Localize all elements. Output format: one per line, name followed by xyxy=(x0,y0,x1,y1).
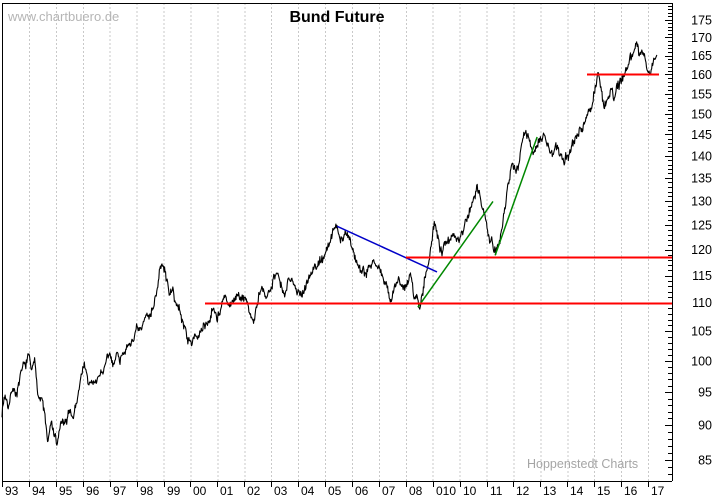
x-axis-label: 13 xyxy=(543,484,557,498)
x-axis-label: 08 xyxy=(409,484,423,498)
x-axis-label: 06 xyxy=(355,484,369,498)
x-axis-label: 93 xyxy=(5,484,19,498)
y-axis-label: 145 xyxy=(691,128,712,142)
x-axis-label: 11 xyxy=(490,484,503,498)
x-axis-label: 12 xyxy=(516,484,530,498)
y-axis-label: 95 xyxy=(698,386,712,400)
x-axis-label: 15 xyxy=(597,484,611,498)
y-axis-label: 130 xyxy=(691,194,712,208)
x-axis-label: 17 xyxy=(651,484,665,498)
x-axis-label: 96 xyxy=(86,484,100,498)
x-axis-label: 97 xyxy=(113,484,127,498)
y-axis-label: 175 xyxy=(691,13,712,27)
x-axis-label: 00 xyxy=(193,484,207,498)
y-axis-label: 105 xyxy=(691,325,712,339)
uptrend-line-2008-2011 xyxy=(417,200,494,308)
price-line xyxy=(1,41,658,446)
x-axis-label: 04 xyxy=(301,484,315,498)
y-axis-label: 100 xyxy=(691,354,712,368)
x-axis-label: 03 xyxy=(274,484,288,498)
downtrend-line-2005-2009 xyxy=(336,225,438,273)
y-axis-label: 135 xyxy=(691,171,712,185)
x-axis-label: 05 xyxy=(328,484,342,498)
watermark-text: www.chartbuero.de xyxy=(8,9,120,24)
x-axis-label: 01 xyxy=(220,484,234,498)
y-axis-label: 120 xyxy=(691,243,712,257)
x-axis-label: 95 xyxy=(59,484,73,498)
y-axis-label: 110 xyxy=(692,296,712,310)
y-axis-label: 90 xyxy=(698,419,712,433)
uptrend-line-2011-2012 xyxy=(494,136,538,256)
x-axis-label: 98 xyxy=(140,484,154,498)
x-axis-label: 94 xyxy=(32,484,46,498)
x-axis-label: 16 xyxy=(624,484,638,498)
x-axis-label: 99 xyxy=(167,484,181,498)
y-axis-label: 140 xyxy=(691,149,712,163)
x-axis-label: 02 xyxy=(247,484,261,498)
y-axis-label: 115 xyxy=(692,269,712,283)
chart-credit-text: Hoppenstedt Charts xyxy=(527,457,639,471)
y-axis-label: 125 xyxy=(691,218,712,232)
y-axis-label: 160 xyxy=(691,68,712,82)
x-axis-label: 14 xyxy=(570,484,584,498)
x-axis-label: 10 xyxy=(463,484,477,498)
y-axis-label: 85 xyxy=(698,453,712,467)
x-axis-label: 010 xyxy=(436,484,456,498)
chart-title: Bund Future xyxy=(289,9,385,26)
y-axis-label: 155 xyxy=(691,87,712,101)
y-axis-label: 170 xyxy=(691,31,712,45)
y-axis-label: 165 xyxy=(691,49,712,63)
x-axis-label: 07 xyxy=(382,484,396,498)
y-axis-label: 150 xyxy=(691,107,712,121)
